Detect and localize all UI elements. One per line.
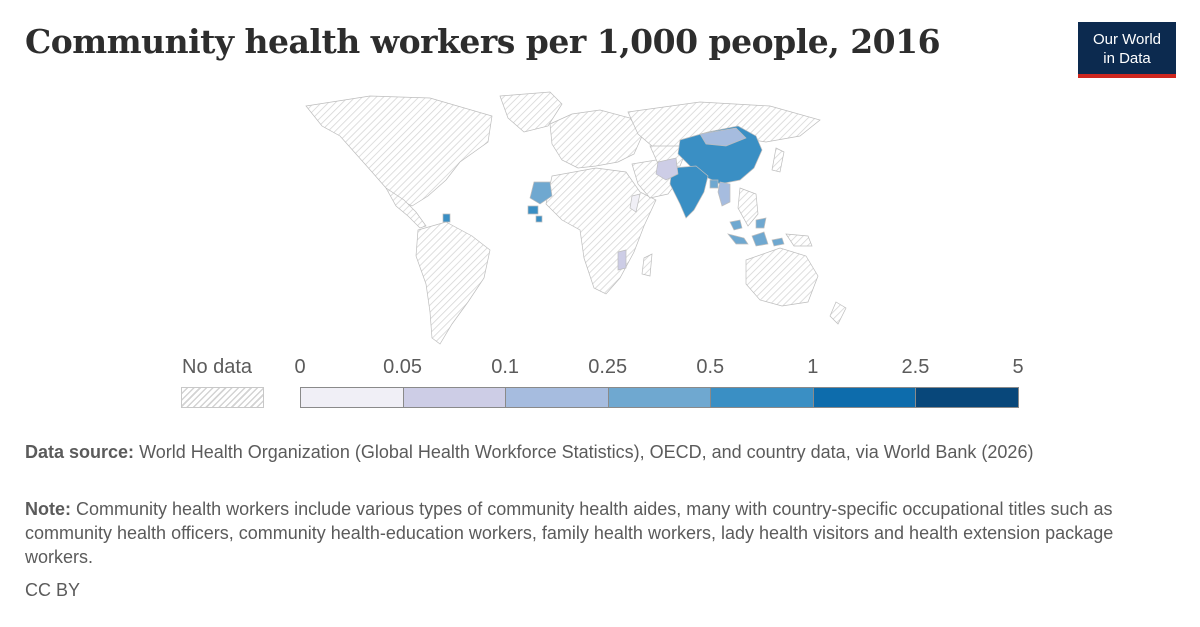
map-pakistan[interactable] (655, 157, 679, 181)
note-text: Community health workers include various… (25, 499, 1114, 567)
legend-bin-5[interactable] (812, 387, 917, 408)
map-malaysia[interactable] (729, 217, 767, 231)
map-mongolia[interactable] (699, 127, 747, 147)
map-southeast-asia-nodata[interactable] (737, 187, 759, 227)
map-guinea[interactable] (527, 205, 539, 215)
legend-bin-1[interactable] (402, 387, 507, 408)
data-source: Data source: World Health Organization (… (25, 440, 1175, 464)
legend-bin-0[interactable] (300, 387, 404, 408)
logo-line-2: in Data (1103, 50, 1151, 67)
legend-tick-4: 0.5 (696, 356, 725, 378)
map-europe[interactable] (549, 109, 643, 169)
legend-bin-4[interactable] (710, 387, 814, 408)
map-central-america[interactable] (385, 187, 427, 229)
map-north-america[interactable] (305, 95, 493, 207)
map-greenland[interactable] (499, 91, 563, 133)
legend-tick-2: 0.1 (491, 356, 520, 378)
legend-bin-2[interactable] (505, 387, 609, 408)
map-india[interactable] (669, 165, 709, 219)
logo-line-1: Our World (1092, 31, 1162, 48)
map-legend: No data 0 0.05 0.1 0.25 0.5 1 2.5 5 (0, 350, 1200, 420)
license-text[interactable]: CC BY (25, 580, 81, 600)
map-south-america[interactable] (415, 221, 491, 345)
map-guyana[interactable] (442, 213, 451, 223)
map-indonesia[interactable] (727, 231, 785, 247)
legend-tick-3: 0.25 (588, 356, 628, 378)
map-mozambique[interactable] (617, 249, 627, 271)
legend-tick-5: 1 (807, 356, 819, 378)
legend-tick-0: 0 (294, 356, 306, 378)
map-new-zealand[interactable] (829, 301, 847, 325)
chart-note: Note: Community health workers include v… (25, 497, 1175, 569)
world-map[interactable] (300, 88, 900, 350)
map-png[interactable] (785, 233, 813, 247)
legend-tick-1: 0.05 (383, 356, 423, 378)
chart-title: Community health workers per 1,000 peopl… (25, 22, 941, 61)
legend-tick-6: 2.5 (901, 356, 930, 378)
data-source-text: World Health Organization (Global Health… (139, 442, 1034, 462)
map-japan[interactable] (771, 147, 785, 173)
legend-tick-7: 5 (1012, 356, 1024, 378)
map-bangladesh[interactable] (709, 179, 719, 189)
owid-logo[interactable]: Our World in Data (1078, 22, 1176, 78)
map-africa[interactable] (545, 167, 657, 295)
legend-no-data-label: No data (182, 356, 253, 378)
note-label: Note: (25, 499, 71, 519)
map-myanmar[interactable] (717, 181, 731, 207)
data-source-label: Data source: (25, 442, 135, 462)
map-liberia[interactable] (535, 215, 543, 223)
legend-bin-3[interactable] (607, 387, 712, 408)
legend-bin-6[interactable] (915, 387, 1019, 408)
map-somalia[interactable] (629, 193, 641, 213)
legend-no-data-swatch[interactable] (181, 387, 264, 408)
map-mali[interactable] (529, 181, 553, 205)
map-australia[interactable] (745, 247, 819, 307)
map-madagascar[interactable] (641, 253, 653, 277)
